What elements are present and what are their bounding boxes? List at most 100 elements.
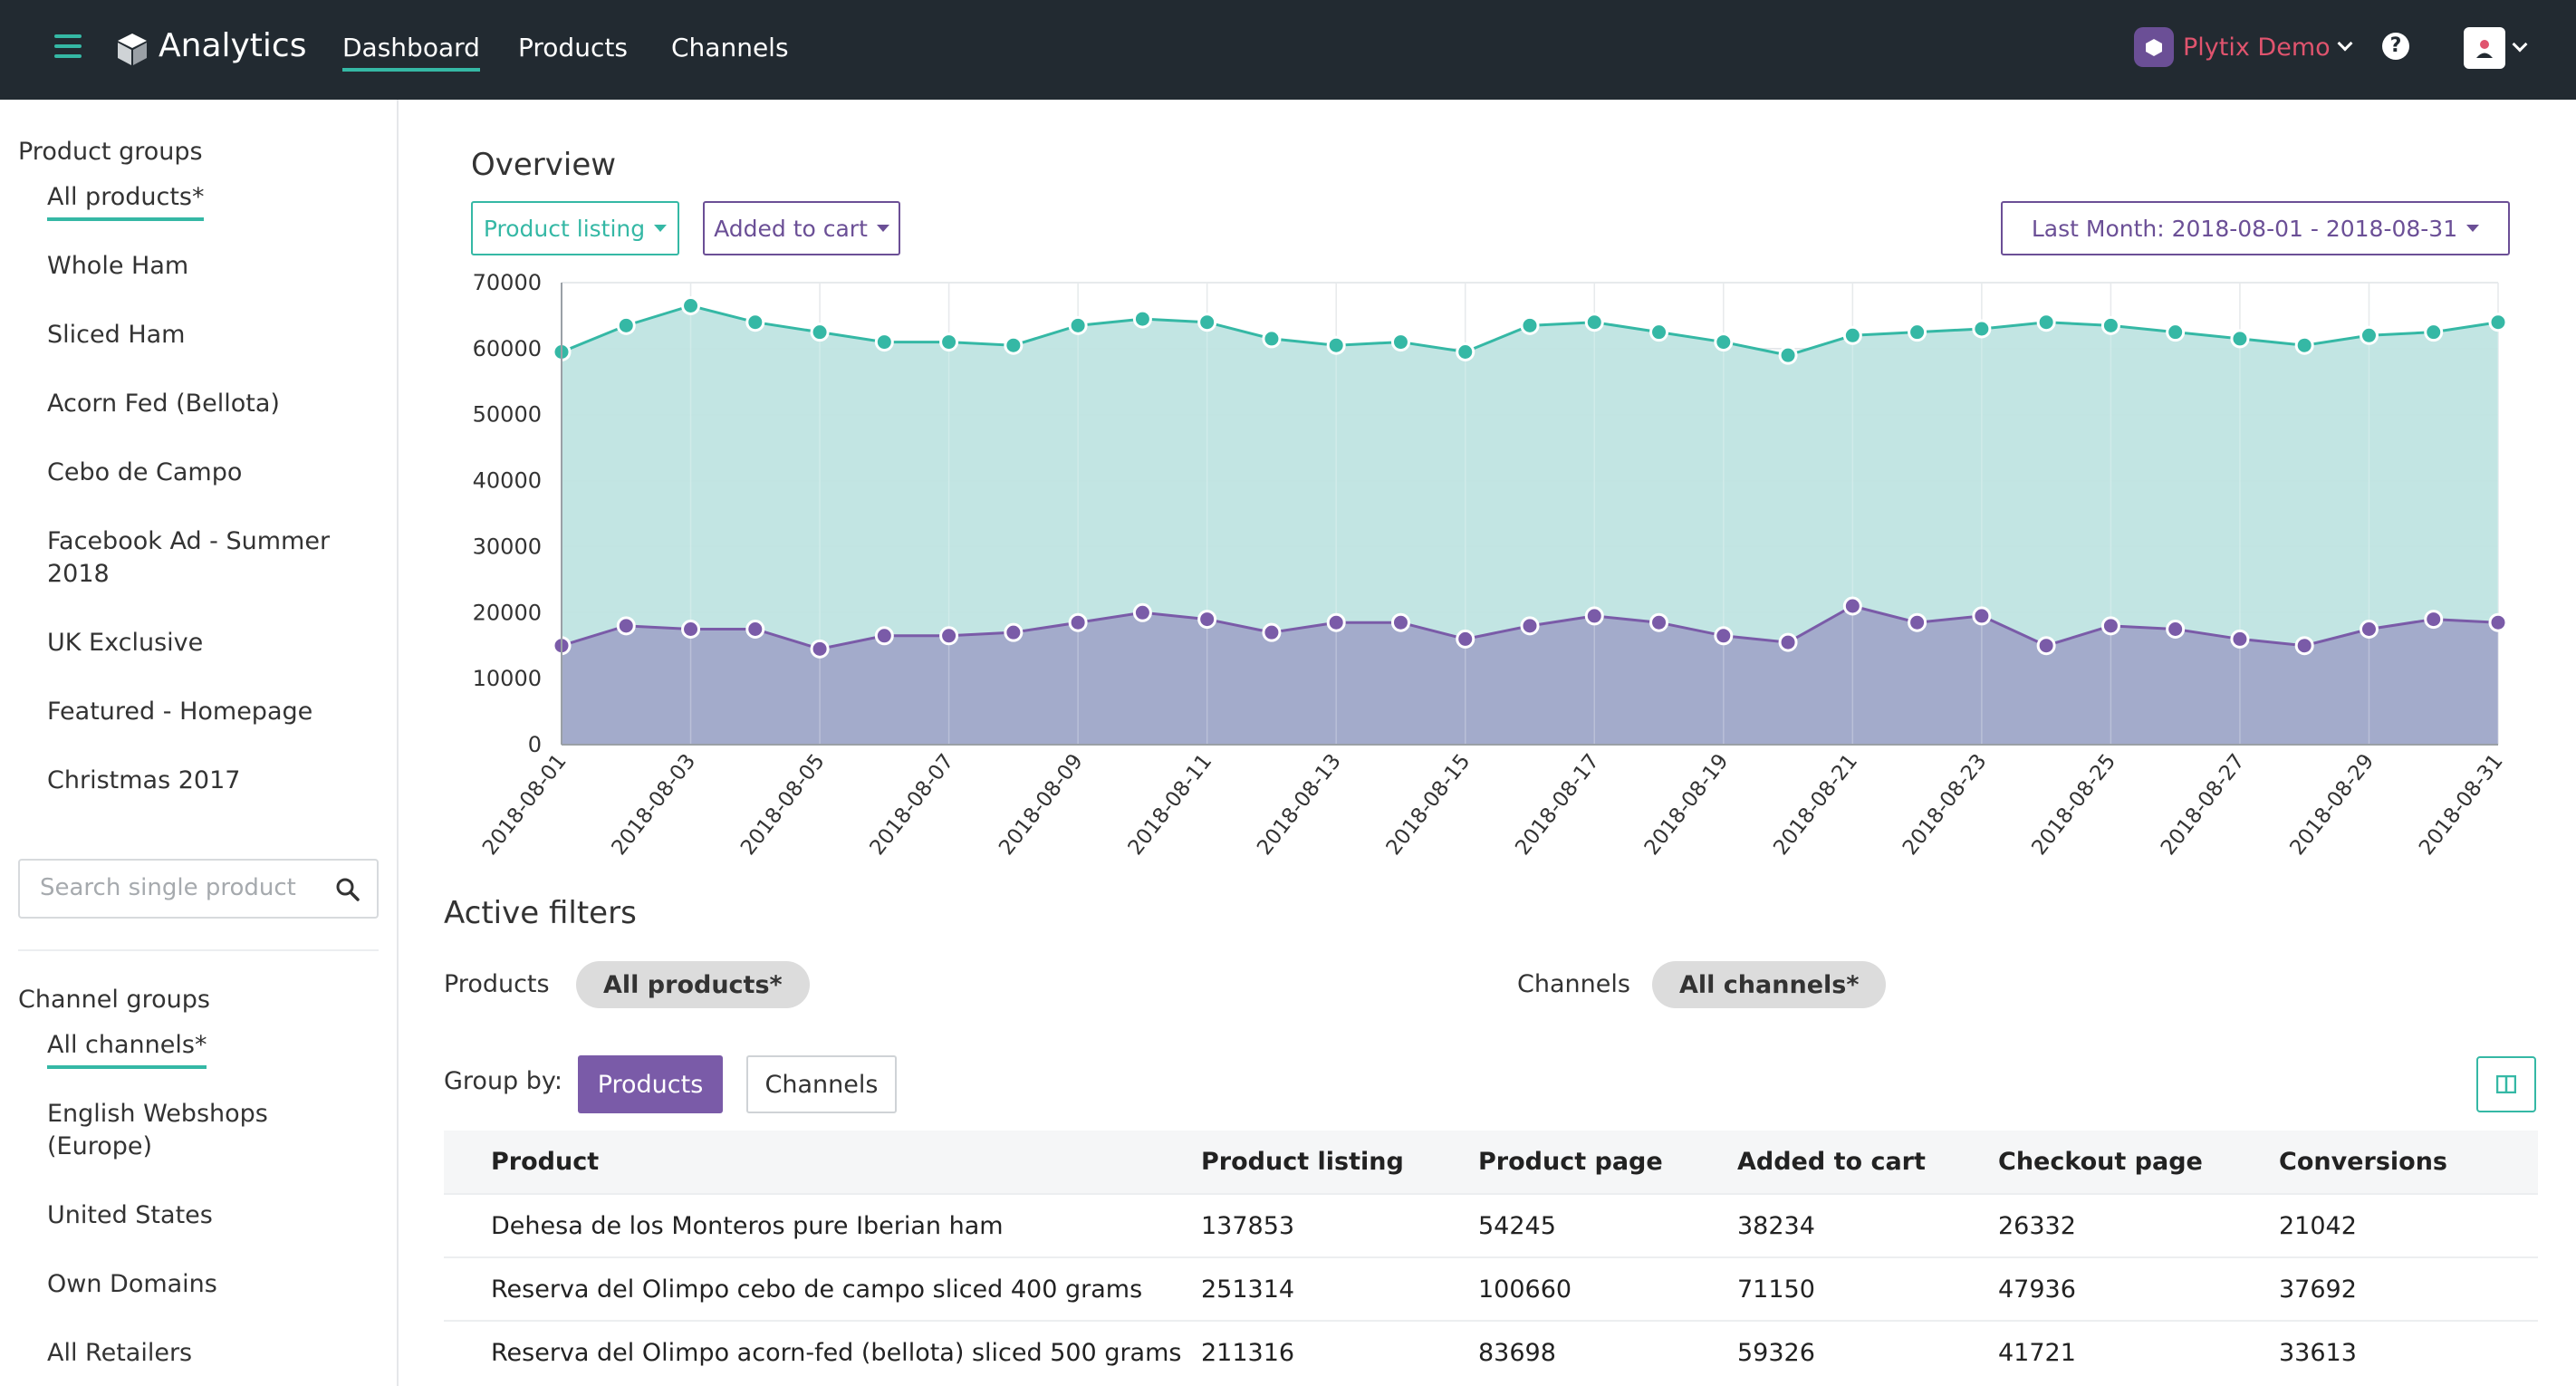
sidebar-item-own-domains[interactable]: Own Domains [47,1270,217,1298]
x-tick-label: 2018-08-29 [2285,750,2379,860]
column-header-conversions[interactable]: Conversions [2279,1131,2538,1194]
sidebar-item-english-webshops[interactable]: English Webshops (Europe) [47,1100,268,1160]
top-navbar: Analytics Dashboard Products Channels Pl… [0,0,2576,100]
cell-added-to-cart: 59326 [1737,1320,1998,1384]
cell-product: Reserva del Olimpo cebo de campo sliced … [444,1256,1201,1321]
caret-down-icon [654,225,668,232]
products-filter-label: Products [444,970,550,998]
data-point [2230,329,2250,349]
sidebar-item-facebook-ad[interactable]: Facebook Ad - Summer 2018 [47,527,331,588]
data-point [1520,616,1540,636]
nav-dashboard[interactable]: Dashboard [342,33,480,72]
cell-product-listing: 251314 [1201,1256,1478,1321]
x-tick-label: 2018-08-19 [1640,750,1734,860]
sidebar-item-featured-homepage[interactable]: Featured - Homepage [47,698,313,726]
sidebar-item-acorn-fed[interactable]: Acorn Fed (Bellota) [47,390,280,418]
data-point [2359,325,2379,345]
data-point [1262,329,1282,349]
caret-down-icon [2466,225,2480,232]
sidebar-item-all-retailers[interactable]: All Retailers [47,1339,193,1367]
group-by-products-button[interactable]: Products [578,1055,723,1113]
search-icon[interactable] [335,877,360,902]
cell-added-to-cart: 71150 [1737,1256,1998,1321]
cell-checkout-page: 41721 [1998,1320,2279,1384]
sidebar-item-all-channels[interactable]: All channels* [47,1029,207,1069]
column-header-checkout-page[interactable]: Checkout page [1998,1131,2279,1194]
table-row[interactable]: Dehesa de los Monteros pure Iberian ham … [444,1193,2538,1257]
sidebar-item-uk-exclusive[interactable]: UK Exclusive [47,629,204,657]
user-menu[interactable] [2464,27,2528,69]
x-tick-label: 2018-08-27 [2157,750,2250,860]
data-point [2294,636,2314,656]
products-filter-pill[interactable]: All products* [576,961,810,1008]
data-point [2488,612,2508,632]
nav-channels[interactable]: Channels [671,33,789,63]
metric2-label: Added to cart [714,215,868,242]
sidebar-item-sliced-ham[interactable]: Sliced Ham [47,321,186,349]
chevron-down-icon [2337,35,2353,52]
account-switcher[interactable]: Plytix Demo [2134,27,2353,67]
y-tick-label: 50000 [473,402,542,428]
channels-filter-pill[interactable]: All channels* [1652,961,1887,1008]
data-point [1456,629,1475,649]
column-header-product[interactable]: Product [444,1131,1201,1194]
data-point [2166,322,2186,342]
data-point [1197,610,1217,630]
products-table: Product Product listing Product page Add… [444,1131,2538,1384]
table-header-row: Product Product listing Product page Add… [444,1131,2538,1194]
series-area [562,606,2498,745]
search-product-box [18,859,379,919]
x-tick-label: 2018-08-01 [478,750,572,860]
data-point [1004,622,1024,642]
metric1-dropdown[interactable]: Product listing [471,201,679,255]
overview-area-chart: 0 10000 20000 30000 40000 50000 60000 70000 2018… [473,270,2508,860]
column-header-added-to-cart[interactable]: Added to cart [1737,1131,1998,1194]
overview-title: Overview [471,147,617,183]
data-point [2488,313,2508,332]
data-point [1972,319,1992,339]
date-range-dropdown[interactable]: Last Month: 2018-08-01 - 2018-08-31 [2001,201,2510,255]
sidebar-item-christmas-2017[interactable]: Christmas 2017 [47,766,241,794]
app-brand[interactable]: Analytics [159,27,307,64]
metric2-dropdown[interactable]: Added to cart [703,201,900,255]
column-header-product-page[interactable]: Product page [1478,1131,1737,1194]
cell-product-listing: 137853 [1201,1193,1478,1257]
column-header-product-listing[interactable]: Product listing [1201,1131,1478,1194]
cell-checkout-page: 47936 [1998,1256,2279,1321]
columns-icon [2496,1075,2516,1093]
cell-product-page: 83698 [1478,1320,1737,1384]
cell-conversions: 33613 [2279,1320,2538,1384]
search-input[interactable] [20,861,310,915]
data-point [1778,345,1798,365]
sidebar-item-united-states[interactable]: United States [47,1201,213,1229]
nav-products[interactable]: Products [518,33,628,63]
account-badge-icon [2134,27,2174,67]
channel-groups-heading: Channel groups [18,986,210,1014]
data-point [2230,629,2250,649]
data-point [1649,322,1669,342]
menu-icon[interactable] [54,34,82,62]
metric1-label: Product listing [483,215,646,242]
active-filters-title: Active filters [444,895,637,931]
columns-toggle-button[interactable] [2476,1056,2536,1112]
data-point [2359,620,2379,639]
group-by-channels-button[interactable]: Channels [746,1055,897,1113]
y-tick-label: 0 [528,732,542,757]
sidebar: Product groups All products* Whole Ham S… [0,100,399,1386]
x-tick-label: 2018-08-15 [1382,750,1475,860]
account-name: Plytix Demo [2183,33,2331,62]
sidebar-item-all-products[interactable]: All products* [47,181,205,221]
data-point [1326,612,1346,632]
data-point [810,322,830,342]
table-row[interactable]: Reserva del Olimpo acorn-fed (bellota) s… [444,1320,2538,1384]
sidebar-item-whole-ham[interactable]: Whole Ham [47,252,189,280]
table-row[interactable]: Reserva del Olimpo cebo de campo sliced … [444,1256,2538,1321]
data-point [1714,332,1734,352]
cell-checkout-page: 26332 [1998,1193,2279,1257]
help-icon[interactable]: ? [2382,33,2409,60]
data-point [939,626,959,646]
sidebar-item-cebo-de-campo[interactable]: Cebo de Campo [47,458,243,486]
y-tick-label: 10000 [473,666,542,691]
sidebar-divider [18,949,379,951]
data-point [1132,309,1152,329]
